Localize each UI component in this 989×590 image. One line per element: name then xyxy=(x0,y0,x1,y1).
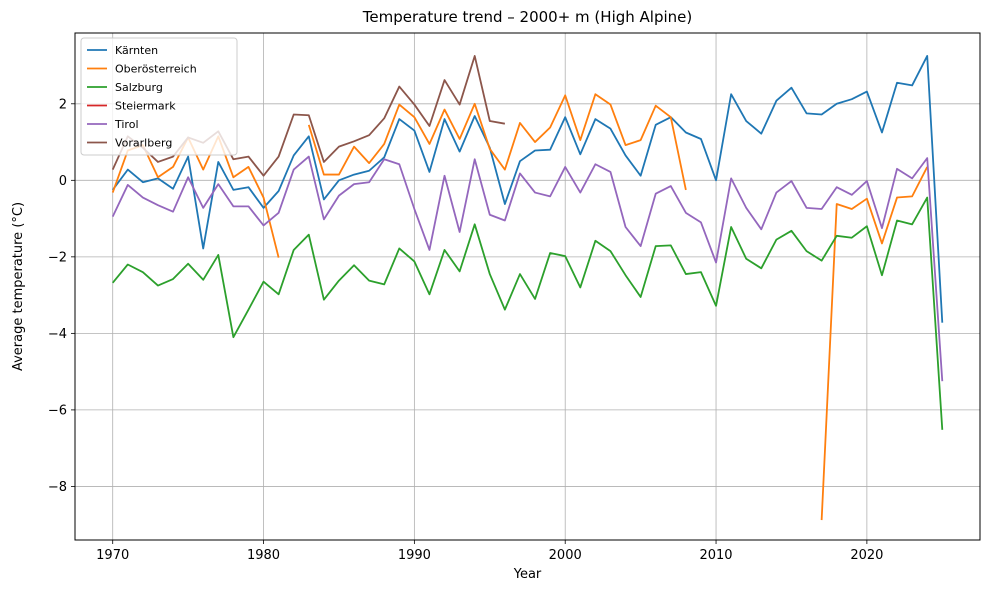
x-tick-label: 1980 xyxy=(247,548,280,563)
series-line-karnten xyxy=(111,55,944,323)
x-tick-label: 2000 xyxy=(549,548,582,563)
legend-entry: Tirol xyxy=(114,118,139,131)
y-tick-label: −4 xyxy=(48,327,67,342)
y-tick-label: −2 xyxy=(48,250,67,265)
y-tick-label: 0 xyxy=(59,174,67,189)
legend-box xyxy=(80,37,238,156)
x-tick-label: 1970 xyxy=(96,548,129,563)
x-axis-label: Year xyxy=(513,567,542,582)
x-tick-label: 2010 xyxy=(699,548,732,563)
y-tick-label: −8 xyxy=(48,480,67,495)
legend-entry: Oberösterreich xyxy=(115,63,197,76)
series-line-tirol xyxy=(111,155,944,382)
x-tick-label: 2020 xyxy=(850,548,883,563)
plot-frame xyxy=(74,32,981,541)
legend-entry: Vorarlberg xyxy=(115,137,172,150)
x-axis-ticks: 1970 1980 1990 2000 2010 2020 xyxy=(96,540,883,563)
x-tick-label: 1990 xyxy=(398,548,431,563)
legend-entry: Steiermark xyxy=(115,100,176,113)
y-tick-label: 2 xyxy=(59,97,67,112)
legend-entry: Kärnten xyxy=(115,44,158,57)
series-line-salzburg xyxy=(112,196,944,430)
legend: Kärnten Oberösterreich Salzburg Steiermark T… xyxy=(80,37,238,156)
y-tick-label: −6 xyxy=(48,403,67,418)
y-axis-ticks: −8 −6 −4 −2 0 2 xyxy=(48,97,75,495)
y-axis-label: Average temperature (°C) xyxy=(11,202,26,371)
chart-title: Temperature trend – 2000+ m (High Alpine… xyxy=(362,8,693,26)
legend-entry: Salzburg xyxy=(115,81,163,94)
